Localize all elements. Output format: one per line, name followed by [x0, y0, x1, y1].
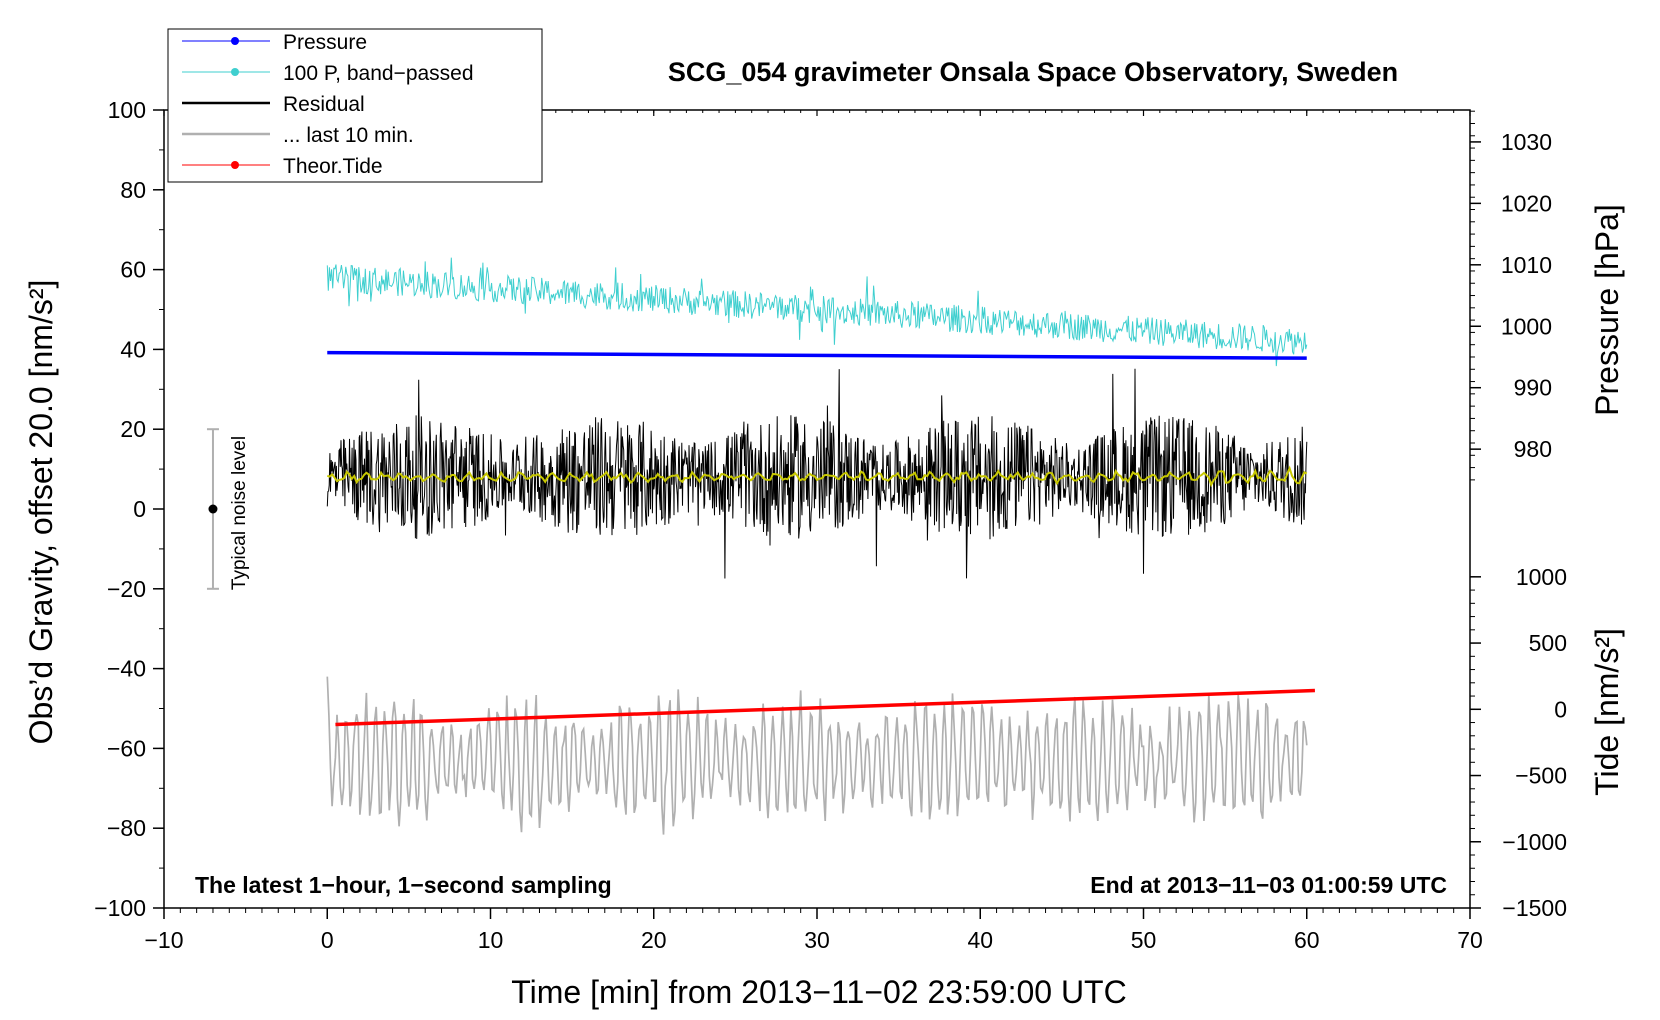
series-last-10-min — [326, 676, 1308, 835]
annotation-bottom-left: The latest 1−hour, 1−second sampling — [195, 872, 612, 898]
legend-label: Pressure — [283, 31, 367, 54]
legend-box — [167, 28, 543, 183]
series-layer — [326, 257, 1315, 835]
tide-tick-label: −1000 — [1502, 829, 1567, 855]
x-tick-label: 70 — [1457, 927, 1483, 953]
chart-title: SCG_054 gravimeter Onsala Space Observat… — [668, 57, 1398, 87]
legend-label: Theor.Tide — [283, 155, 383, 178]
y-tick-label: 80 — [120, 177, 146, 203]
pressure-tick-label: 990 — [1514, 375, 1552, 401]
x-tick-label: 50 — [1131, 927, 1157, 953]
pressure-tick-label: 1000 — [1501, 313, 1552, 339]
series-residual-smoothed — [326, 465, 1308, 488]
pressure-tick-label: 1010 — [1501, 252, 1552, 278]
noise-level-indicator — [206, 428, 219, 590]
x-tick-label: 30 — [804, 927, 830, 953]
noise-bar-center-dot — [208, 504, 218, 514]
axes-layer: −10 0 10 20 30 40 50 60 70100806040200−20−40−60−… — [94, 97, 1567, 953]
tide-tick-label: 500 — [1529, 630, 1567, 656]
y-tick-label: −80 — [107, 815, 146, 841]
tide-tick-label: −500 — [1515, 763, 1567, 789]
tide-tick-label: −1500 — [1502, 895, 1567, 921]
series-pressure — [327, 350, 1307, 360]
series-pressure-bandpassed — [326, 257, 1308, 367]
y-tick-label: −40 — [107, 656, 146, 682]
x-tick-label: 60 — [1294, 927, 1320, 953]
x-tick-label: 40 — [967, 927, 993, 953]
y-tick-label: 60 — [120, 257, 146, 283]
series-theor-tide — [335, 688, 1315, 727]
x-tick-label: 0 — [321, 927, 334, 953]
y-axis-title: Obs’d Gravity, offset 20.0 [nm/s²] — [23, 280, 59, 745]
tide-tick-label: 0 — [1554, 696, 1567, 722]
x-tick-label: −10 — [144, 927, 183, 953]
tide-tick-label: 1000 — [1516, 564, 1567, 590]
pressure-tick-label: 1020 — [1501, 190, 1552, 216]
legend: Pressure 100 P, band−passed Residual ... la… — [167, 28, 543, 183]
legend-marker — [231, 161, 239, 169]
legend-label: 100 P, band−passed — [283, 62, 474, 85]
x-tick-label: 20 — [641, 927, 667, 953]
y-tick-label: −60 — [107, 735, 146, 761]
y-tick-label: 100 — [108, 97, 146, 123]
pressure-tick-label: 980 — [1514, 436, 1552, 462]
y-tick-label: 20 — [120, 416, 146, 442]
y-tick-label: 0 — [133, 496, 146, 522]
series-residual — [326, 368, 1308, 579]
legend-label: ... last 10 min. — [283, 124, 414, 147]
noise-level-label: Typical noise level — [229, 436, 250, 590]
legend-marker — [231, 37, 239, 45]
legend-label: Residual — [283, 93, 365, 116]
x-axis-title: Time [min] from 2013−11−02 23:59:00 UTC — [511, 974, 1126, 1010]
pressure-tick-label: 1030 — [1501, 129, 1552, 155]
pressure-axis-title: Pressure [hPa] — [1589, 204, 1625, 416]
y-tick-label: 40 — [120, 336, 146, 362]
y-tick-label: −100 — [94, 895, 146, 921]
y-tick-label: −20 — [107, 576, 146, 602]
x-tick-label: 10 — [478, 927, 504, 953]
tide-axis-title: Tide [nm/s²] — [1589, 628, 1625, 796]
annotation-bottom-right: End at 2013−11−03 01:00:59 UTC — [1090, 872, 1447, 898]
legend-marker — [231, 68, 239, 76]
